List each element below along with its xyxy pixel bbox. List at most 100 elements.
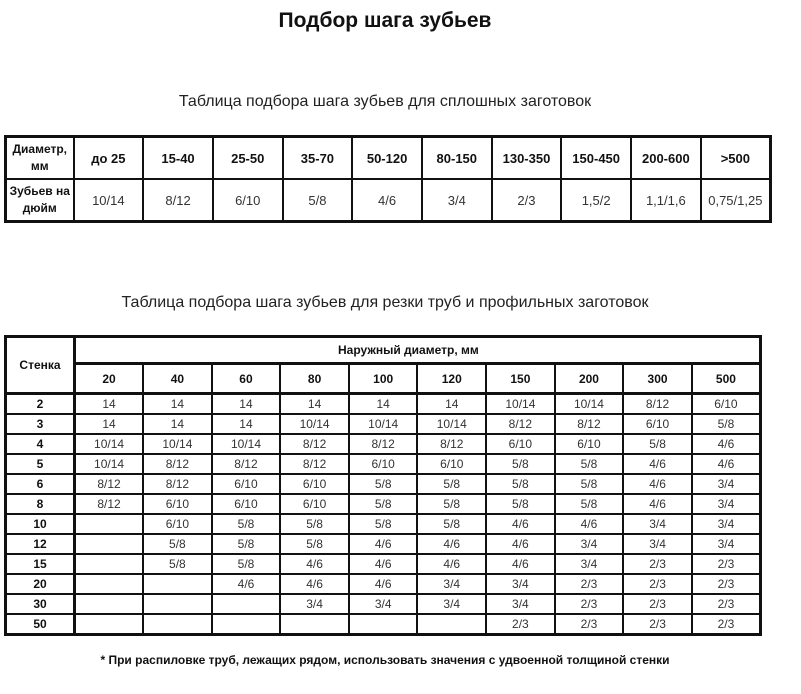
teeth-cell: 14: [279, 392, 350, 415]
diameter-header-row: 20 40 60 80 100 120 150 200 300 500: [6, 362, 762, 395]
teeth-cell: 10/14: [142, 433, 213, 455]
teeth-cell: 2/3: [690, 593, 762, 615]
wall-cell: 30: [4, 593, 76, 615]
teeth-cell: 4/6: [351, 178, 423, 223]
table-row: 20 4/6 4/6 4/6 3/4 3/4 2/3 2/3 2/3: [4, 573, 762, 595]
teeth-cell: 2/3: [622, 613, 693, 636]
teeth-cell: 4/6: [279, 553, 350, 575]
diameter-cell: 15-40: [142, 135, 214, 180]
teeth-cell: 14: [142, 392, 213, 415]
teeth-cell: 3/4: [420, 178, 493, 223]
teeth-cell: 6/10: [211, 178, 284, 223]
teeth-cell: 4/6: [553, 513, 625, 535]
teeth-cell: 14: [210, 413, 282, 435]
diameter-header-cell: 300: [622, 362, 693, 395]
wall-cell: 4: [4, 433, 76, 455]
table-row: 6 8/12 8/12 6/10 6/10 5/8 5/8 5/8 5/8 4/6 3/4: [4, 473, 762, 495]
teeth-cell: 6/10: [142, 493, 213, 515]
teeth-cell: 10/14: [279, 413, 350, 435]
teeth-cell: 14: [347, 392, 419, 415]
table-row: 5 10/14 8/12 8/12 8/12 6/10 6/10 5/8 5/8 4/6 4/6: [4, 453, 762, 475]
footnote: * При распиловке труб, лежащих рядом, ис…: [100, 653, 670, 667]
teeth-cell: 4/6: [690, 433, 762, 455]
teeth-cell: [142, 593, 213, 615]
diameter-cell: 35-70: [281, 135, 354, 180]
table-row: 3 14 14 14 10/14 10/14 10/14 8/12 8/12 6/10 5/8: [4, 413, 762, 435]
teeth-cell: 5/8: [281, 178, 354, 223]
teeth-cell: 10/14: [210, 433, 282, 455]
teeth-cell: 8/12: [210, 453, 282, 475]
teeth-cell: 5/8: [347, 473, 419, 495]
outer-diameter-header: Наружный диаметр, мм: [73, 335, 762, 365]
teeth-cell: 8/12: [416, 433, 488, 455]
teeth-cell: [73, 553, 145, 575]
teeth-cell: 6/10: [485, 433, 556, 455]
teeth-cell: 8/12: [279, 453, 350, 475]
teeth-cell: 5/8: [210, 553, 282, 575]
teeth-cell: 4/6: [622, 493, 693, 515]
teeth-cell: 6/10: [279, 473, 350, 495]
teeth-cell: 4/6: [210, 573, 282, 595]
teeth-cell: 3/4: [553, 553, 625, 575]
teeth-cell: 5/8: [279, 533, 350, 555]
diameter-header-cell: 200: [553, 362, 625, 395]
teeth-cell: 5/8: [553, 453, 625, 475]
teeth-cell: [73, 613, 145, 636]
teeth-cell: 4/6: [416, 533, 488, 555]
diameter-cell: 200-600: [630, 135, 702, 180]
teeth-cell: 2/3: [690, 613, 762, 636]
diameter-header-cell: 60: [210, 362, 282, 395]
teeth-cell: 6/10: [142, 513, 213, 535]
wall-cell: 2: [4, 392, 76, 415]
teeth-cell: 4/6: [622, 453, 693, 475]
teeth-cell: 8/12: [73, 493, 145, 515]
wall-cell: 6: [4, 473, 76, 495]
teeth-cell: 6/10: [279, 493, 350, 515]
wall-cell: 10: [4, 513, 76, 535]
teeth-cell: [142, 613, 213, 636]
teeth-cell: 5/8: [416, 513, 488, 535]
teeth-cell: [210, 593, 282, 615]
teeth-cell: 5/8: [485, 493, 556, 515]
teeth-cell: 3/4: [416, 593, 488, 615]
table-row: 50 2/3 2/3 2/3 2/3: [4, 613, 762, 636]
teeth-cell: 6/10: [416, 453, 488, 475]
wall-cell: 15: [4, 553, 76, 575]
teeth-cell: 4/6: [279, 573, 350, 595]
diameter-header-cell: 80: [279, 362, 350, 395]
diameter-cell: 150-450: [560, 135, 632, 180]
teeth-cell: 4/6: [622, 473, 693, 495]
teeth-cell: 5/8: [347, 513, 419, 535]
wall-cell: 50: [4, 613, 76, 636]
teeth-cell: 3/4: [690, 533, 762, 555]
teeth-cell: 3/4: [347, 593, 419, 615]
teeth-cell: 4/6: [485, 553, 556, 575]
wall-cell: 3: [4, 413, 76, 435]
teeth-cell: [279, 613, 350, 636]
teeth-cell: 8/12: [73, 473, 145, 495]
table1-caption: Таблица подбора шага зубьев для сплошных…: [178, 93, 592, 110]
teeth-cell: 5/8: [347, 493, 419, 515]
teeth-cell: 2/3: [485, 613, 556, 636]
table2-caption: Таблица подбора шага зубьев для резки тр…: [121, 294, 649, 311]
pipe-table: Стенка Наружный диаметр, мм 20 40 60 80 100 1…: [4, 335, 762, 636]
teeth-cell: 14: [73, 392, 145, 415]
teeth-cell: 2/3: [553, 593, 625, 615]
wall-cell: 20: [4, 573, 76, 595]
teeth-cell: 6/10: [347, 453, 419, 475]
teeth-cell: 4/6: [347, 533, 419, 555]
teeth-cell: 6/10: [690, 392, 762, 415]
teeth-cell: 14: [416, 392, 488, 415]
diameter-header-cell: 500: [690, 362, 762, 395]
teeth-cell: 2/3: [622, 553, 693, 575]
teeth-cell: 4/6: [690, 453, 762, 475]
teeth-cell: 10/14: [73, 433, 145, 455]
teeth-cell: 14: [210, 392, 282, 415]
diameter-header-cell: 20: [73, 362, 145, 395]
teeth-cell: [73, 533, 145, 555]
table-row: 15 5/8 5/8 4/6 4/6 4/6 4/6 3/4 2/3 2/3: [4, 553, 762, 575]
teeth-cell: 10/14: [72, 178, 145, 223]
teeth-cell: 3/4: [485, 593, 556, 615]
teeth-cell: 8/12: [622, 392, 693, 415]
teeth-cell: 5/8: [485, 453, 556, 475]
